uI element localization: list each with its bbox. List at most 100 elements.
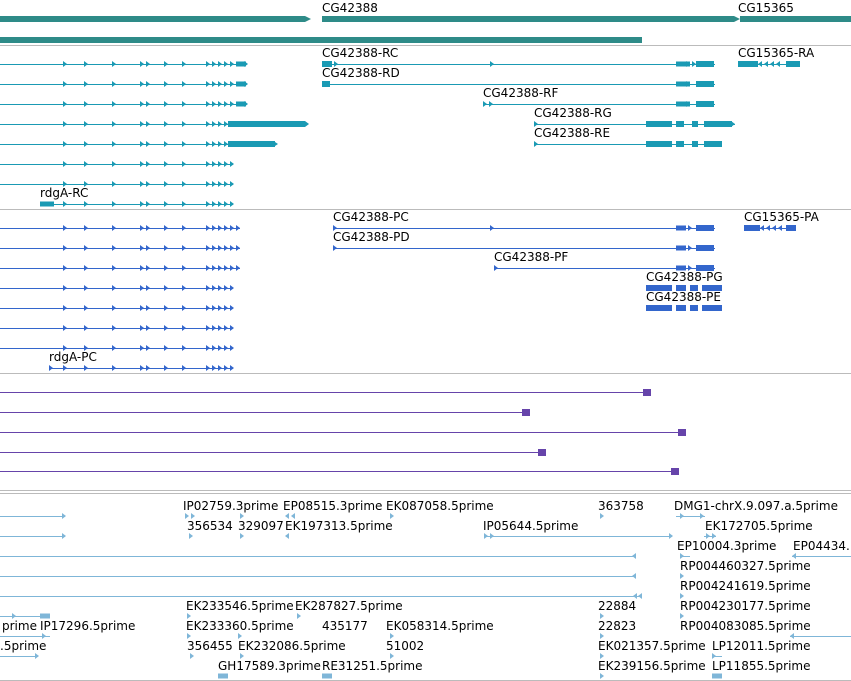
gene-label-cg15365[interactable]: CG15365 (738, 1, 794, 15)
exon-block (646, 305, 672, 311)
strand-arrow (230, 101, 234, 107)
est-label[interactable]: IP17296.5prime (40, 619, 135, 633)
strand-arrow (206, 181, 210, 187)
purple-feature-track[interactable] (0, 389, 686, 475)
est-track: IP02759.3prime EP08515.3prime EK087058.5… (0, 499, 851, 681)
gene-label-cg42388[interactable]: CG42388 (322, 1, 378, 15)
strand-arrow (212, 61, 216, 67)
strand-arrow (285, 533, 289, 539)
gene-feature-long[interactable] (0, 37, 642, 43)
est-label[interactable]: DMG1-chrX.9.097.a.5prime (674, 499, 838, 513)
transcript-label-rf[interactable]: CG42388-RF (483, 86, 559, 100)
strand-arrow (212, 201, 216, 207)
gene-feature-cg42388[interactable] (322, 16, 734, 22)
transcript-label-rg[interactable]: CG42388-RG (534, 106, 612, 120)
est-label[interactable]: 51002 (386, 639, 424, 653)
gene-feature-left[interactable] (0, 16, 305, 22)
strand-arrow (686, 61, 690, 67)
strand-arrow (244, 61, 248, 67)
protein-label-pe[interactable]: CG42388-PE (646, 290, 721, 304)
est-label[interactable]: RE31251.5prime (322, 659, 423, 673)
est-label[interactable]: GH17589.3prime (218, 659, 321, 673)
est-label[interactable]: 356534 (187, 519, 233, 533)
est-label[interactable]: EK197313.5prime (285, 519, 393, 533)
est-marks[interactable] (0, 513, 851, 679)
est-label[interactable]: 22823 (598, 619, 636, 633)
strand-arrow (206, 61, 210, 67)
strand-arrow (63, 285, 67, 291)
protein-label-rdga-pc[interactable]: rdgA-PC (49, 350, 97, 364)
protein-label-pd[interactable]: CG42388-PD (333, 230, 410, 244)
strand-arrow (140, 61, 144, 67)
transcript-label-rdga-rc[interactable]: rdgA-RC (40, 186, 88, 200)
transcript-label-rc[interactable]: CG42388-RC (322, 46, 398, 60)
est-label[interactable]: 329097 (238, 519, 284, 533)
est-label[interactable]: LP11855.5prime (712, 659, 811, 673)
strand-arrow (212, 81, 216, 87)
exon-block (40, 613, 50, 619)
est-label[interactable]: EK087058.5prime (386, 499, 494, 513)
strand-arrow (206, 201, 210, 207)
est-label[interactable]: RP004460327.5prime (680, 559, 811, 573)
transcript-label-re[interactable]: CG42388-RE (534, 126, 610, 140)
transcript-marks[interactable] (0, 61, 800, 207)
est-label[interactable]: EK239156.5prime (598, 659, 706, 673)
est-label[interactable]: 356455 (187, 639, 233, 653)
strand-arrow (224, 365, 228, 371)
purple-feature-end (671, 468, 679, 475)
est-label[interactable]: RP004083085.5prime (680, 619, 811, 633)
strand-arrow (140, 345, 144, 351)
est-label[interactable]: IP05644.5prime (483, 519, 578, 533)
est-label[interactable]: EK021357.5prime (598, 639, 706, 653)
strand-arrow (731, 121, 735, 127)
protein-label-pc[interactable]: CG42388-PC (333, 210, 409, 224)
est-label[interactable]: EK233546.5prime (186, 599, 294, 613)
exon-block (696, 81, 714, 87)
est-label[interactable]: EP04434. (793, 539, 850, 553)
strand-arrow (230, 61, 234, 67)
est-label[interactable]: EK172705.5prime (705, 519, 813, 533)
transcript-label-cg15365-ra[interactable]: CG15365-RA (738, 46, 815, 60)
strand-arrow (140, 121, 144, 127)
est-label[interactable]: EP08515.3prime (283, 499, 382, 513)
est-label[interactable]: prime (2, 619, 37, 633)
strand-arrow (706, 533, 710, 539)
est-label[interactable]: RP004241619.5prime (680, 579, 811, 593)
strand-arrow (84, 365, 88, 371)
strand-arrow (792, 553, 796, 559)
est-label[interactable]: LP12011.5prime (712, 639, 811, 653)
strand-arrow (112, 181, 116, 187)
strand-arrow (291, 513, 295, 519)
est-label[interactable]: EP10004.3prime (677, 539, 776, 553)
est-label[interactable]: EK232086.5prime (238, 639, 346, 653)
exon-block (322, 81, 330, 87)
protein-label-cg15365-pa[interactable]: CG15365-PA (744, 210, 820, 224)
est-label[interactable]: 435177 (322, 619, 368, 633)
strand-arrow (494, 265, 498, 271)
est-label[interactable]: RP004230177.5prime (680, 599, 811, 613)
est-label[interactable]: 22884 (598, 599, 636, 613)
exon-block (646, 141, 672, 147)
strand-arrow (230, 245, 234, 251)
strand-arrow (206, 245, 210, 251)
est-label[interactable]: EK233360.5prime (186, 619, 294, 633)
protein-label-pf[interactable]: CG42388-PF (494, 250, 568, 264)
gene-feature-cg15365[interactable] (740, 16, 851, 22)
strand-arrow (63, 181, 67, 187)
est-label[interactable]: .5prime (0, 639, 46, 653)
est-label[interactable]: EK287827.5prime (295, 599, 403, 613)
est-label[interactable]: EK058314.5prime (386, 619, 494, 633)
est-label[interactable]: 363758 (598, 499, 644, 513)
strand-arrow (285, 513, 289, 519)
strand-arrow (230, 161, 234, 167)
protein-label-pg[interactable]: CG42388-PG (646, 270, 723, 284)
protein-track: CG42388-PC CG42388-PD CG42388-PF CG42388… (0, 210, 851, 374)
strand-arrow (600, 673, 604, 679)
strand-arrow (182, 285, 186, 291)
protein-marks[interactable] (0, 225, 796, 371)
strand-arrow (766, 225, 770, 231)
transcript-track: CG42388-RC CG42388-RD CG42388-RF CG42388… (0, 46, 851, 210)
strand-arrow (182, 61, 186, 67)
est-label[interactable]: IP02759.3prime (183, 499, 278, 513)
transcript-label-rd[interactable]: CG42388-RD (322, 66, 400, 80)
